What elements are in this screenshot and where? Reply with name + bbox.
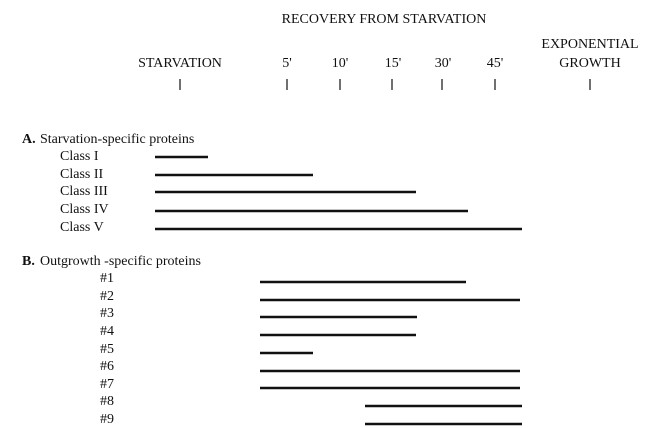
- column-label: 45': [487, 56, 504, 71]
- title: RECOVERY FROM STARVATION: [282, 12, 487, 27]
- row-label: Class V: [60, 220, 104, 235]
- row-label: #6: [100, 359, 114, 374]
- section-letter: A.: [22, 132, 36, 147]
- section-title: Outgrowth -specific proteins: [40, 254, 201, 269]
- column-label: 10': [332, 56, 349, 71]
- row-label: #9: [100, 412, 114, 427]
- row-label: #7: [100, 377, 114, 392]
- column-label: STARVATION: [138, 56, 222, 71]
- row-label: #5: [100, 342, 114, 357]
- row-label: #4: [100, 324, 114, 339]
- row-label: #2: [100, 289, 114, 304]
- row-label: #1: [100, 271, 114, 286]
- column-label: 30': [435, 56, 452, 71]
- column-label: EXPONENTIAL: [541, 37, 638, 52]
- column-label: 15': [385, 56, 402, 71]
- column-label: 5': [282, 56, 292, 71]
- row-label: Class IV: [60, 202, 109, 217]
- row-label: #3: [100, 306, 114, 321]
- row-label: Class III: [60, 184, 108, 199]
- row-label: Class I: [60, 149, 99, 164]
- row-label: Class II: [60, 167, 104, 182]
- column-label: GROWTH: [559, 56, 620, 71]
- section-letter: B.: [22, 254, 35, 269]
- column-ticks: [179, 79, 591, 90]
- section-title: Starvation-specific proteins: [40, 132, 194, 147]
- row-label: #8: [100, 394, 114, 409]
